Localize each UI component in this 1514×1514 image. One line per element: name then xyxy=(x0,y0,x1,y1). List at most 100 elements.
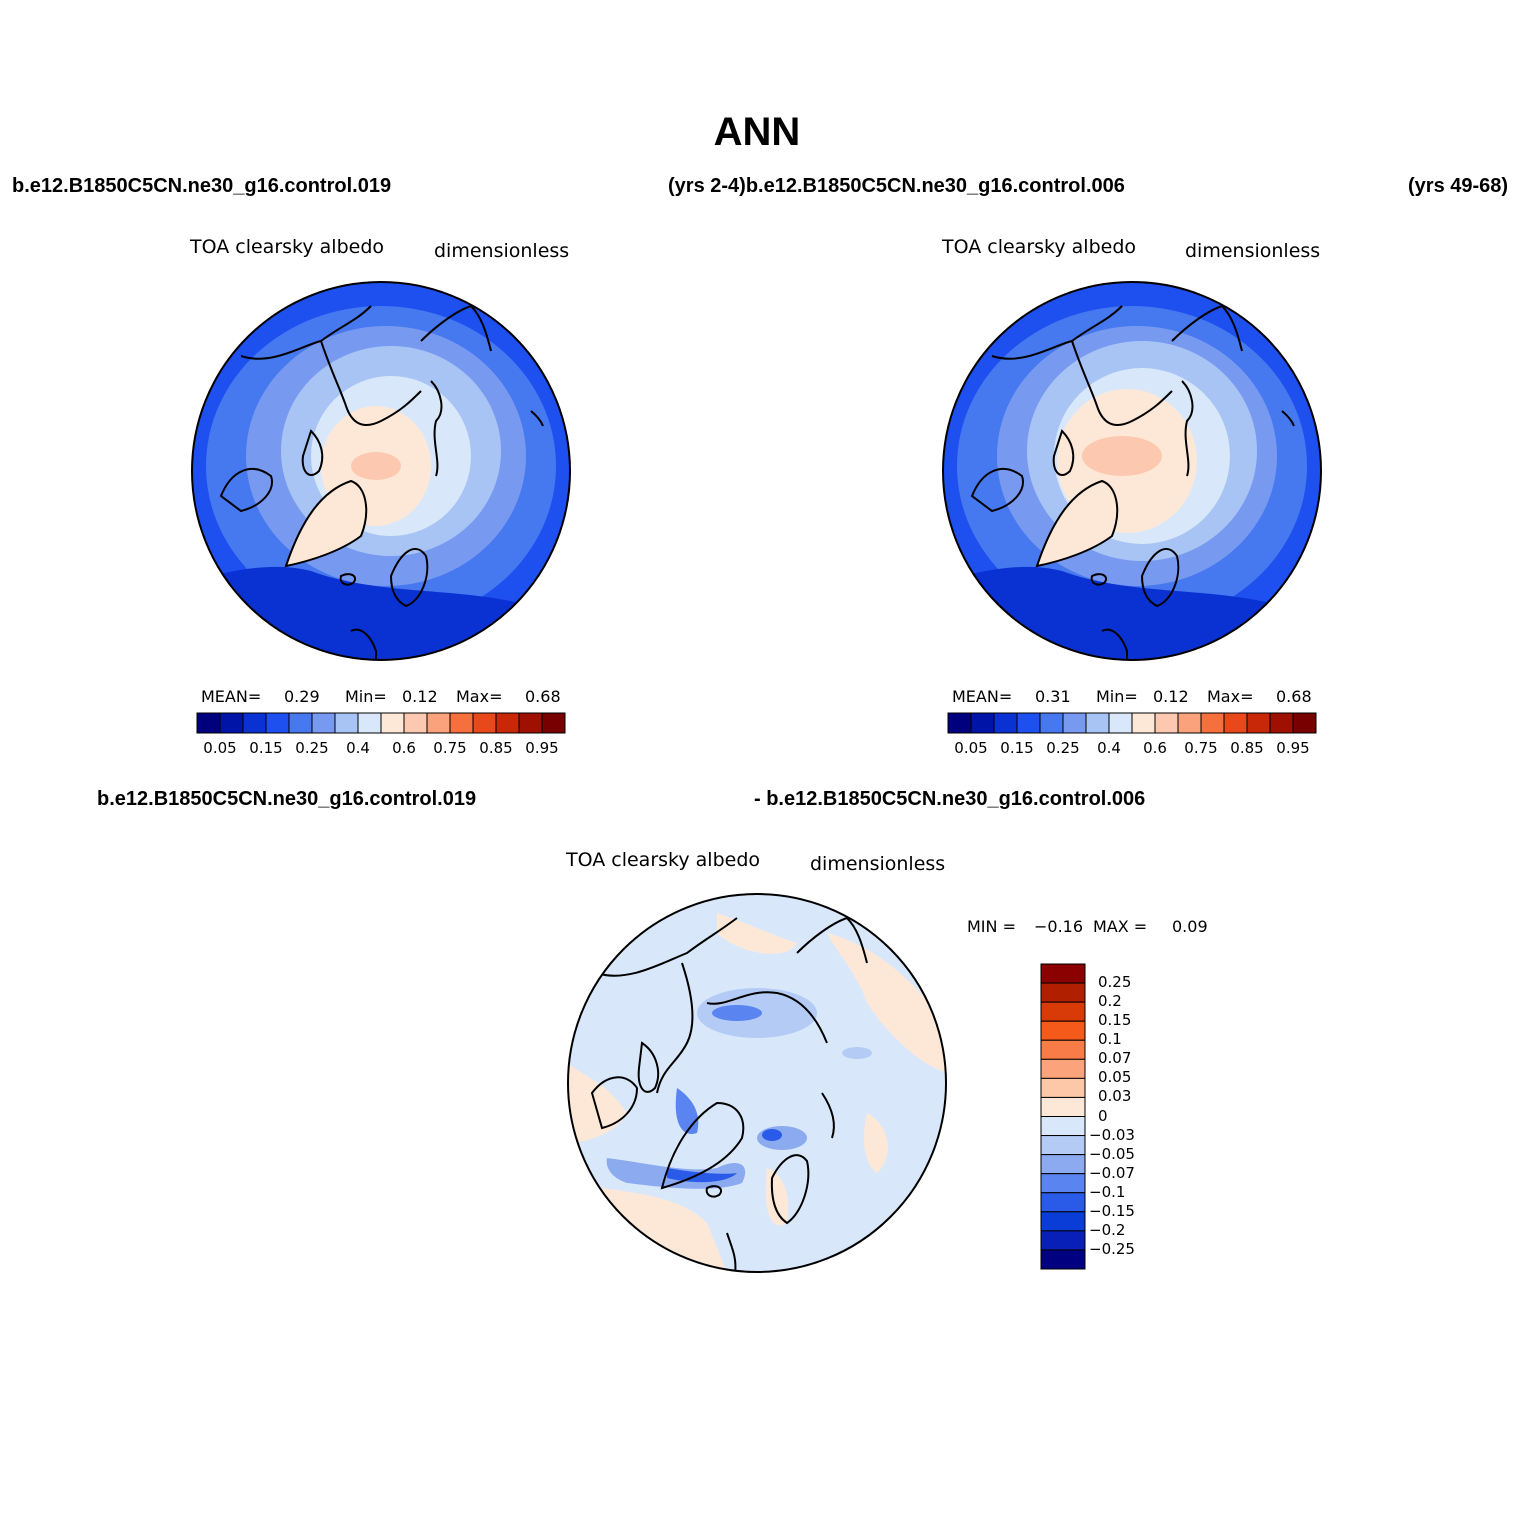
panel1-colorbar-box xyxy=(403,712,428,734)
diff-colorbar-tick-label: 0.2 xyxy=(1098,992,1122,1011)
panel2-colorbar-box xyxy=(1292,712,1317,734)
case-name-middle: (yrs 2-4)b.e12.B1850C5CN.ne30_g16.contro… xyxy=(668,175,1125,197)
panel2-colorbar-box xyxy=(1246,712,1271,734)
diff-colorbar-tick-label: −0.2 xyxy=(1089,1220,1126,1239)
diff-colorbar-box xyxy=(1040,1211,1086,1232)
panel1-colorbar-box xyxy=(196,712,221,734)
panel1-polar-map xyxy=(191,281,571,661)
panel2-max-label: Max= xyxy=(1207,687,1254,706)
diff-colorbar-tick-label: 0.05 xyxy=(1098,1068,1132,1087)
diff-colorbar-box xyxy=(1040,1135,1086,1156)
panel1-colorbar-tick-label: 0.15 xyxy=(249,739,283,757)
case-name-left: b.e12.B1850C5CN.ne30_g16.control.019 xyxy=(12,175,392,197)
panel1-colorbar-box xyxy=(495,712,520,734)
diff-colorbar-tick-label: −0.05 xyxy=(1089,1144,1135,1163)
panel2-polar-map xyxy=(942,281,1322,661)
panel1-colorbar-box xyxy=(449,712,474,734)
panel1-colorbar-box xyxy=(541,712,566,734)
panel2-colorbar-box xyxy=(993,712,1018,734)
panel2-colorbar-tick-label: 0.25 xyxy=(1046,739,1080,757)
panel2-colorbar-box xyxy=(1223,712,1248,734)
panel1-colorbar-box xyxy=(472,712,497,734)
diff-colorbar-box xyxy=(1040,1230,1086,1251)
panel1-colorbar-box xyxy=(380,712,405,734)
panel1-colorbar-box xyxy=(288,712,313,734)
panel1-colorbar-box xyxy=(357,712,382,734)
panel1-colorbar-box xyxy=(219,712,244,734)
panel2-variable-label: TOA clearsky albedo xyxy=(942,236,1136,258)
panel2-colorbar-tick-label: 0.4 xyxy=(1097,739,1121,757)
panel2-colorbar-box xyxy=(1016,712,1041,734)
panel1-colorbar xyxy=(196,712,566,734)
panel2-colorbar-tick-label: 0.85 xyxy=(1230,739,1264,757)
panel2-colorbar-tick-label: 0.05 xyxy=(954,739,988,757)
diff-colorbar-tick-label: 0.03 xyxy=(1098,1087,1132,1106)
panel1-colorbar-tick-label: 0.95 xyxy=(525,739,559,757)
panel1-mean-label: MEAN= xyxy=(201,687,262,706)
diff-colorbar-box xyxy=(1040,1001,1086,1022)
panel3-min-value: −0.16 xyxy=(1034,917,1084,936)
panel1-colorbar-box xyxy=(518,712,543,734)
panel1-max-label: Max= xyxy=(456,687,503,706)
panel2-colorbar-box xyxy=(947,712,972,734)
diff-colorbar-tick-label: −0.03 xyxy=(1089,1125,1135,1144)
panel2-colorbar xyxy=(947,712,1317,734)
diff-colorbar xyxy=(1040,963,1086,1270)
diff-colorbar-tick-label: −0.15 xyxy=(1089,1201,1135,1220)
diff-colorbar-box xyxy=(1040,1192,1086,1213)
panel1-variable-label: TOA clearsky albedo xyxy=(190,236,384,258)
diff-colorbar-box xyxy=(1040,1020,1086,1041)
panel3-max-label: MAX = xyxy=(1093,917,1148,936)
diff-colorbar-box xyxy=(1040,1077,1086,1098)
panel1-colorbar-tick-label: 0.4 xyxy=(346,739,370,757)
panel1-colorbar-box xyxy=(242,712,267,734)
panel1-units-label: dimensionless xyxy=(434,240,570,262)
panel2-colorbar-box xyxy=(1200,712,1225,734)
panel1-min-label: Min= xyxy=(345,687,387,706)
diff-colorbar-box xyxy=(1040,1116,1086,1137)
panel1-colorbar-tick-label: 0.25 xyxy=(295,739,329,757)
panel2-max-value: 0.68 xyxy=(1276,687,1312,706)
panel2-colorbar-box xyxy=(1177,712,1202,734)
panel2-units-label: dimensionless xyxy=(1185,240,1321,262)
panel2-colorbar-ticks: 0.05 0.15 0.25 0.4 0.6 0.75 0.85 0.95 xyxy=(948,739,1316,759)
panel1-min-value: 0.12 xyxy=(402,687,438,706)
panel2-colorbar-tick-label: 0.75 xyxy=(1184,739,1218,757)
panel1-colorbar-tick-label: 0.6 xyxy=(392,739,416,757)
panel2-colorbar-box xyxy=(1085,712,1110,734)
panel1-colorbar-tick-label: 0.05 xyxy=(203,739,237,757)
diff-colorbar-tick-label: −0.07 xyxy=(1089,1163,1135,1182)
diff-colorbar-tick-label: −0.1 xyxy=(1089,1182,1126,1201)
panel1-colorbar-tick-label: 0.85 xyxy=(479,739,513,757)
panel2-colorbar-box xyxy=(1039,712,1064,734)
panel1-colorbar-box xyxy=(426,712,451,734)
panel3-min-label: MIN = xyxy=(967,917,1016,936)
panel1-colorbar-box xyxy=(265,712,290,734)
panel3-polar-map xyxy=(567,893,947,1273)
panel2-min-value: 0.12 xyxy=(1153,687,1189,706)
case-name-right: (yrs 49-68) xyxy=(1408,175,1509,197)
diff-colorbar-box xyxy=(1040,1173,1086,1194)
diff-colorbar-box xyxy=(1040,1249,1086,1270)
diff-colorbar-box xyxy=(1040,1039,1086,1060)
panel2-colorbar-box xyxy=(1131,712,1156,734)
panel2-mean-value: 0.31 xyxy=(1035,687,1071,706)
panel2-colorbar-tick-label: 0.15 xyxy=(1000,739,1034,757)
panel3-units-label: dimensionless xyxy=(810,853,946,875)
panel2-colorbar-box xyxy=(1269,712,1294,734)
panel1-colorbar-ticks: 0.05 0.15 0.25 0.4 0.6 0.75 0.85 0.95 xyxy=(197,739,565,759)
panel1-colorbar-box xyxy=(334,712,359,734)
diff-colorbar-box xyxy=(1040,1154,1086,1175)
panel2-mean-label: MEAN= xyxy=(952,687,1013,706)
diff-colorbar-tick-label: 0.1 xyxy=(1098,1030,1122,1049)
panel2-colorbar-box xyxy=(1062,712,1087,734)
diff-case-name-right: - b.e12.B1850C5CN.ne30_g16.control.006 xyxy=(754,788,1146,810)
panel2-colorbar-tick-label: 0.95 xyxy=(1276,739,1310,757)
figure-title: ANN xyxy=(713,110,801,154)
panel2-colorbar-box xyxy=(1108,712,1133,734)
panel2-colorbar-box xyxy=(970,712,995,734)
panel1-colorbar-tick-label: 0.75 xyxy=(433,739,467,757)
panel2-colorbar-box xyxy=(1154,712,1179,734)
diff-colorbar-ticks: 0.25 0.2 0.15 0.1 0.07 0.05 0.03 0 −0.03 −0.05 −0.… xyxy=(1089,964,1169,1269)
panel2-min-label: Min= xyxy=(1096,687,1138,706)
